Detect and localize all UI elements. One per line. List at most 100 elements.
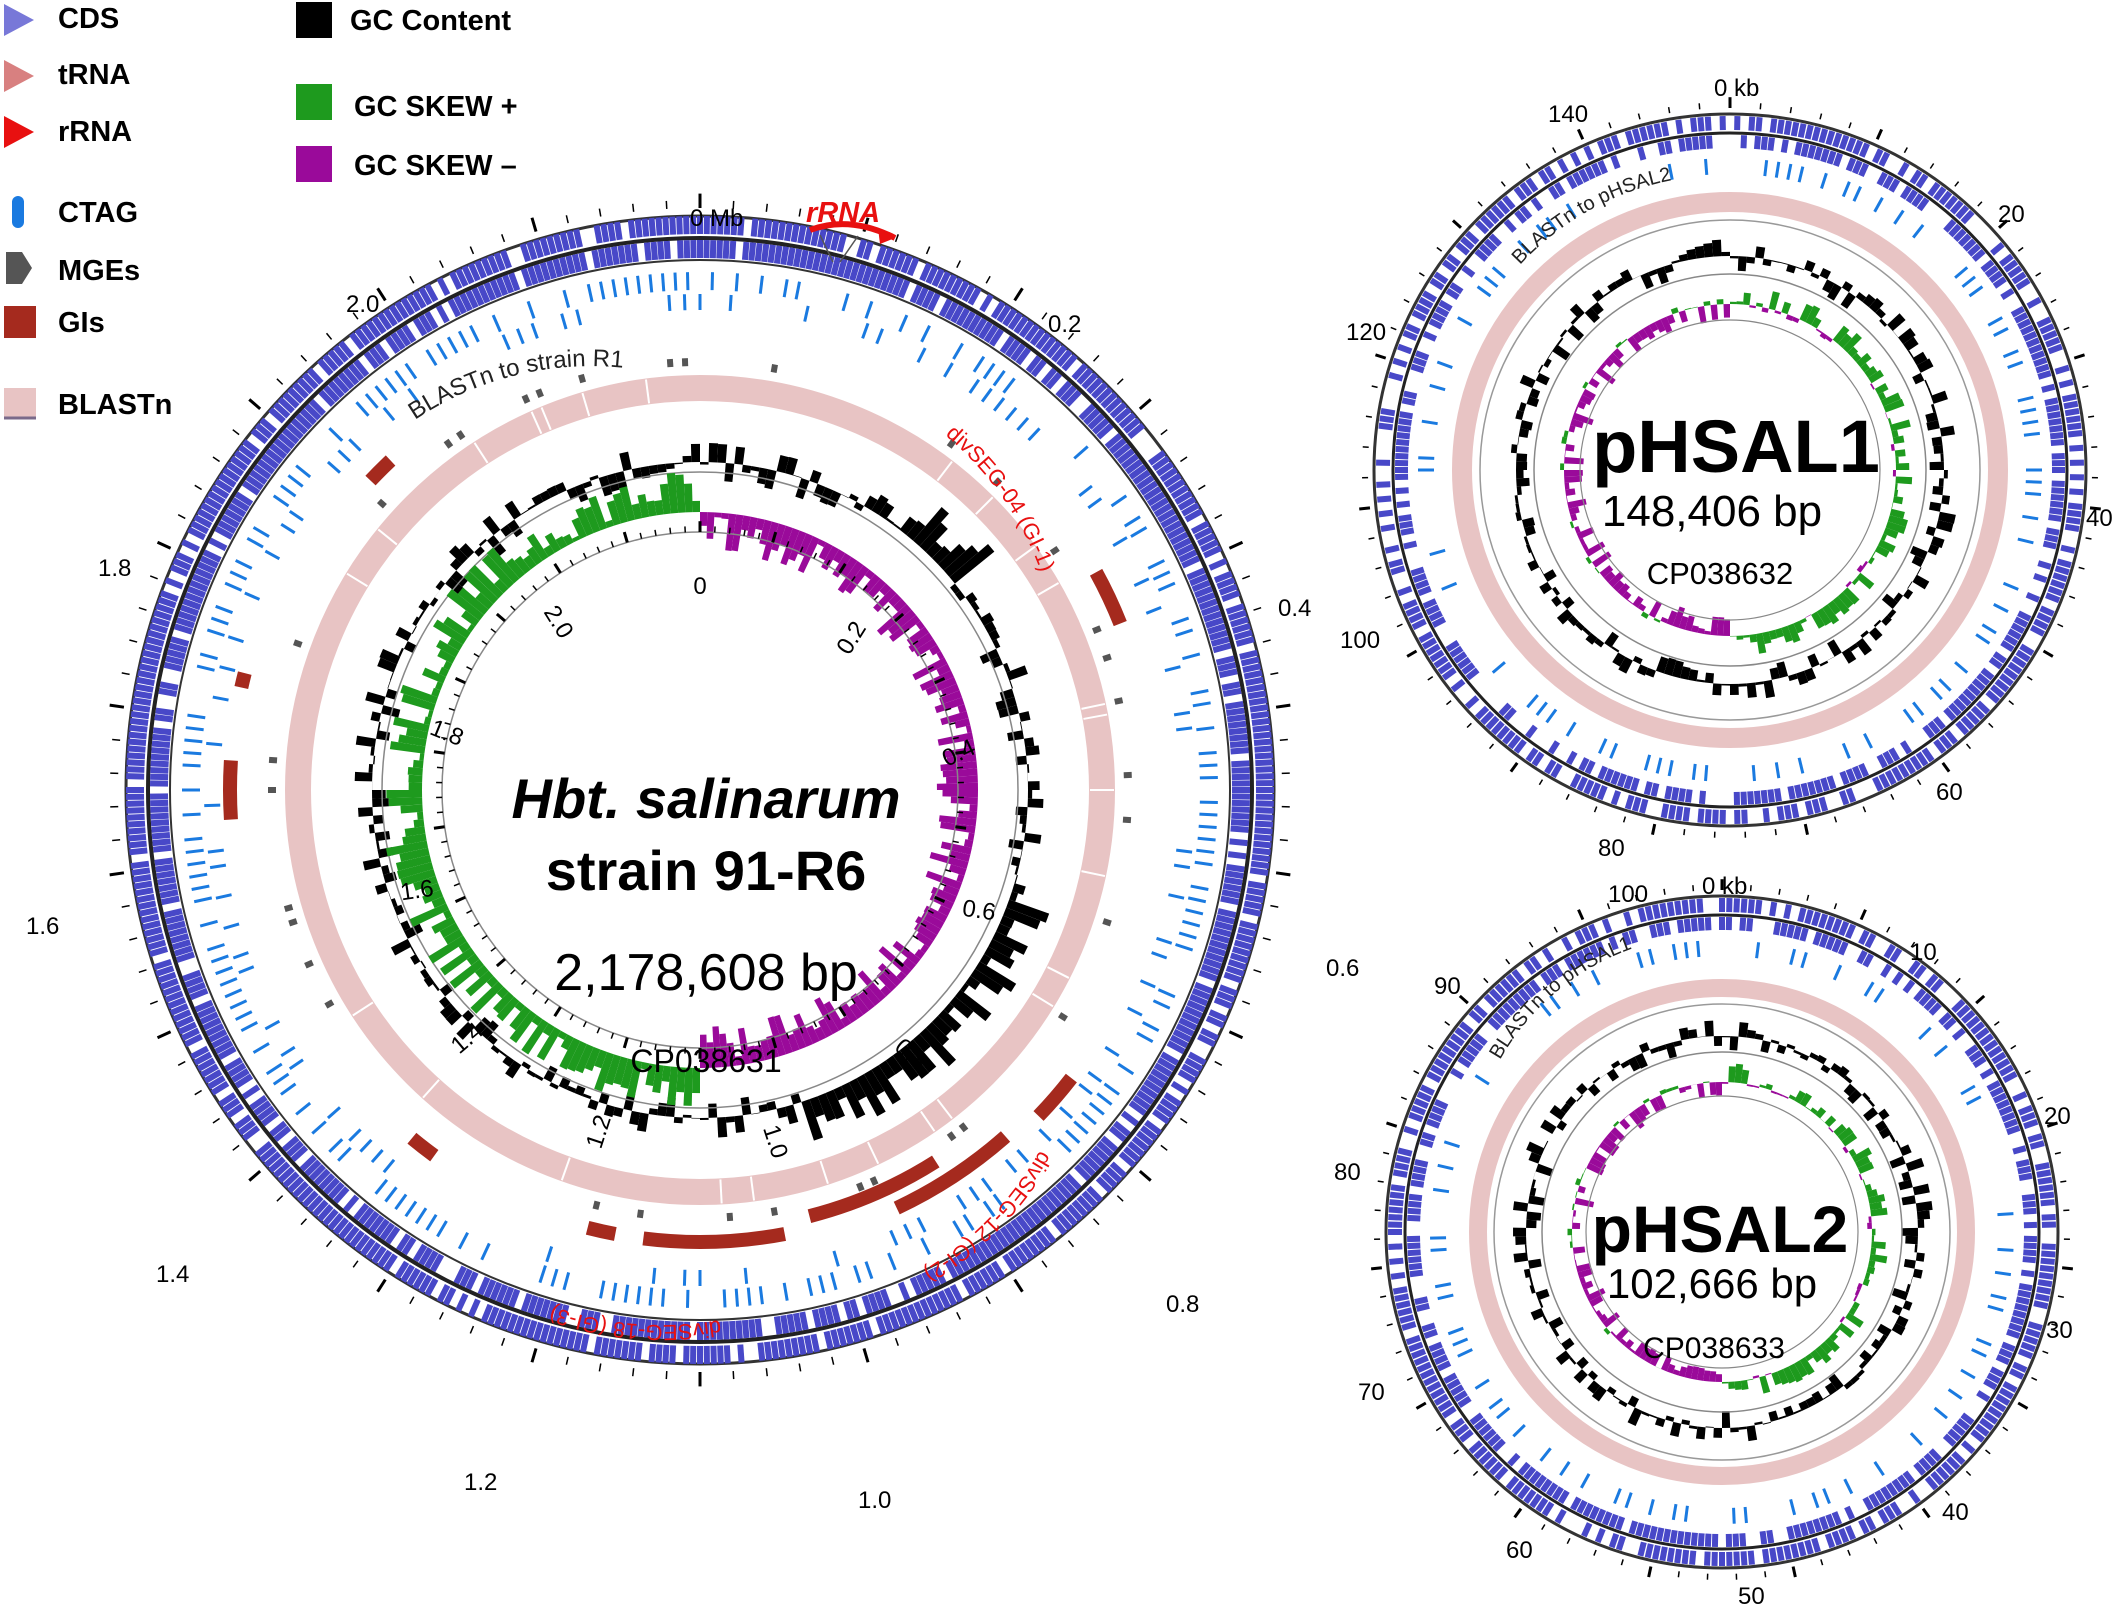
p2-ctag-track [1430, 940, 2014, 1524]
chr-tick-2.0: 2.0 [346, 291, 379, 318]
p2-tick-10: 10 [1910, 939, 1937, 966]
ctag-legend-icon [12, 196, 24, 228]
chr-length: 2,178,608 bp [554, 944, 858, 1002]
p1-title: pHSAL1 [1592, 405, 1880, 488]
p1-strand-divider [1391, 131, 2069, 809]
p2-tick-90: 90 [1434, 973, 1461, 1000]
rrna-label: rRNA [806, 197, 880, 229]
p1-tick-40: 40 [2086, 505, 2113, 532]
p1-outer-ring [1372, 112, 2088, 828]
chr-tick-0.8: 0.8 [1166, 1291, 1199, 1318]
chr-gc-skew-track [385, 472, 978, 1106]
p2-tick-40: 40 [1942, 1499, 1969, 1526]
p2-length: 102,666 bp [1607, 1260, 1817, 1307]
chr-inner-tick-0.2: 0.2 [831, 617, 872, 660]
legend: CDS tRNA rRNA CTAG MGEs GIs BLASTn GC Co… [4, 2, 518, 421]
p2-outer-ring [1384, 894, 2060, 1570]
p1-blastn-ring [1452, 192, 2008, 748]
legend-label-rrna: rRNA [58, 116, 132, 148]
cds-legend-icon [4, 4, 34, 36]
p1-tick-20: 20 [1998, 201, 2025, 228]
gc-skew-pos-legend-icon [296, 84, 332, 120]
chr-tick-0.2: 0.2 [1048, 311, 1081, 338]
legend-label-ctag: CTAG [58, 197, 138, 229]
phsal2-map: 0 kb 10 20 30 40 50 60 70 80 90 100 BLAS… [1334, 873, 2074, 1607]
p1-skew-inner-ring [1579, 319, 1881, 621]
p1-tick-100: 100 [1340, 627, 1380, 654]
p2-tick-80: 80 [1334, 1159, 1361, 1186]
blastn-legend-icon [4, 388, 36, 418]
p2-blastn-ring [1469, 979, 1975, 1485]
rrna-legend-icon [4, 116, 34, 148]
chr-inner-tick-1.0: 1.0 [757, 1122, 793, 1162]
p2-title: pHSAL2 [1592, 1192, 1849, 1266]
p1-blast-inner-ring [1479, 219, 1981, 721]
p1-ctag-track [1418, 158, 2042, 782]
p2-cds-forward-track [1388, 898, 2056, 1566]
gc-content-legend-icon [296, 2, 332, 38]
p1-gc-skew-track [1560, 291, 1913, 654]
p2-gc-skew-track [1567, 1063, 1888, 1394]
chr-cds-reverse-track [150, 240, 1250, 1340]
p2-tick-60: 60 [1506, 1537, 1533, 1564]
p1-cds-reverse-track [1395, 135, 2065, 805]
legend-label-gis: GIs [58, 307, 105, 339]
legend-label-gc-skew-neg: GC SKEW – [354, 150, 517, 182]
chr-cds-forward-track [126, 216, 1274, 1364]
chr-tick-0.4: 0.4 [1278, 595, 1311, 622]
legend-label-gc-content: GC Content [350, 5, 511, 37]
p2-blast-inner-ring [1493, 1003, 1951, 1461]
chr-tick-1.6: 1.6 [26, 913, 59, 940]
chr-inner-ticks [433, 521, 967, 1059]
chr-accession: CP038631 [630, 1043, 781, 1079]
chr-tick-1.8: 1.8 [98, 555, 131, 582]
p2-gc-content-track [1513, 1020, 1933, 1442]
chr-strand-divider [146, 236, 1254, 1344]
p2-tick-20: 20 [2044, 1103, 2071, 1130]
phsal1-map: 0 kb 20 40 60 80 100 120 140 BLASTn to p… [1340, 75, 2113, 862]
legend-label-cds: CDS [58, 3, 119, 35]
p2-tick-70: 70 [1358, 1379, 1385, 1406]
chr-inner-tick-2.0: 2.0 [538, 601, 579, 644]
p1-cds-forward-track [1376, 116, 2084, 824]
chr-inner-tick-1.2: 1.2 [581, 1112, 617, 1152]
chr-genomic-islands [223, 455, 1127, 1249]
p2-tick-0kb: 0 kb [1702, 873, 1747, 900]
chr-inner-tick-1.6: 1.6 [399, 875, 436, 906]
chr-gc-baseline-ring [381, 471, 1019, 1109]
chr-blastn-gaps [346, 379, 1114, 1204]
legend-label-trna: tRNA [58, 59, 131, 91]
chr-inner-tick-0.6: 0.6 [961, 895, 998, 926]
p2-cds-reverse-track [1407, 917, 2037, 1547]
legend-label-mges: MGEs [58, 255, 140, 287]
p1-tick-80: 80 [1598, 835, 1625, 862]
p1-tick-0kb: 0 kb [1714, 75, 1759, 102]
p2-accession: CP038633 [1643, 1332, 1785, 1365]
p1-accession: CP038632 [1647, 556, 1794, 591]
chr-ctag-track-2 [204, 294, 1193, 1286]
chr-outer-ticks [109, 193, 1291, 1387]
p1-length: 148,406 bp [1602, 487, 1822, 536]
p2-tick-50: 50 [1738, 1583, 1765, 1607]
trna-legend-icon [4, 60, 34, 92]
p1-gc-content-track [1510, 239, 1956, 699]
chr-mge-track [268, 358, 1132, 1222]
chr-title-line2: strain 91-R6 [546, 839, 867, 902]
p1-outer-ticks [1359, 97, 2101, 838]
p2-outer-ticks [1370, 879, 2074, 1580]
p2-tick-100: 100 [1608, 881, 1648, 908]
mge-legend-icon [6, 252, 32, 284]
p1-tick-60: 60 [1936, 779, 1963, 806]
chr-gc-content-track [354, 443, 1050, 1141]
gi-legend-icon [4, 306, 36, 338]
chromosome-map: rRNA 0 Mb 0.2 0.4 0.6 0.8 1.0 1.2 1.4 1.… [26, 193, 1359, 1514]
legend-label-gc-skew-pos: GC SKEW + [354, 91, 518, 123]
p2-gc-baseline-ring [1541, 1051, 1903, 1413]
chr-tick-1.2: 1.2 [464, 1469, 497, 1496]
chr-tick-1.0: 1.0 [858, 1487, 891, 1514]
p2-strand-divider [1403, 913, 2041, 1551]
chr-inner-tick-1.8: 1.8 [426, 714, 467, 752]
chr-tick-1.4: 1.4 [156, 1261, 189, 1288]
p1-tick-140: 140 [1548, 101, 1588, 128]
